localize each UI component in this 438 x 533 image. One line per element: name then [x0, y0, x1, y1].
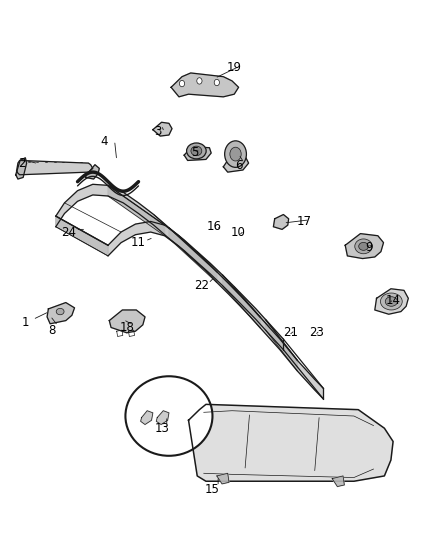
Text: 8: 8 [48, 324, 55, 337]
Polygon shape [108, 185, 165, 236]
Polygon shape [332, 476, 344, 487]
Circle shape [214, 79, 219, 86]
Polygon shape [273, 215, 289, 229]
Polygon shape [265, 319, 297, 371]
Text: 16: 16 [207, 220, 222, 233]
Ellipse shape [125, 376, 212, 456]
Polygon shape [345, 233, 384, 259]
Text: 18: 18 [120, 321, 135, 334]
Text: 6: 6 [235, 159, 242, 172]
Text: 21: 21 [283, 326, 298, 340]
Polygon shape [223, 275, 260, 328]
Ellipse shape [359, 243, 368, 251]
Polygon shape [17, 160, 93, 175]
Circle shape [225, 141, 247, 167]
Polygon shape [141, 411, 153, 424]
Circle shape [230, 147, 241, 161]
Polygon shape [16, 158, 27, 179]
Polygon shape [56, 216, 108, 256]
Polygon shape [153, 122, 172, 136]
Text: 5: 5 [191, 146, 199, 159]
Text: 23: 23 [310, 326, 325, 340]
Polygon shape [217, 473, 229, 484]
Ellipse shape [187, 143, 206, 159]
Text: 4: 4 [100, 135, 107, 148]
Text: 24: 24 [61, 225, 76, 239]
Polygon shape [171, 73, 239, 97]
Text: 22: 22 [194, 279, 209, 292]
Text: 10: 10 [231, 225, 246, 239]
Polygon shape [156, 411, 169, 424]
Circle shape [180, 80, 185, 87]
Polygon shape [56, 184, 283, 350]
Text: 11: 11 [131, 236, 146, 249]
Polygon shape [108, 221, 323, 399]
Polygon shape [110, 310, 145, 333]
Text: 13: 13 [155, 422, 170, 435]
Polygon shape [47, 303, 74, 324]
Text: 15: 15 [205, 483, 220, 496]
Polygon shape [188, 405, 393, 481]
Polygon shape [375, 289, 408, 314]
Text: 3: 3 [154, 125, 162, 138]
Ellipse shape [355, 239, 372, 254]
Text: 19: 19 [227, 61, 242, 74]
Polygon shape [184, 147, 211, 160]
Polygon shape [85, 165, 99, 179]
Ellipse shape [56, 309, 64, 315]
Ellipse shape [385, 297, 397, 306]
Polygon shape [169, 228, 217, 282]
Ellipse shape [191, 146, 202, 156]
Text: 14: 14 [385, 294, 401, 308]
Text: 2: 2 [18, 157, 26, 169]
Text: 17: 17 [297, 215, 311, 228]
Text: 9: 9 [365, 241, 373, 254]
Circle shape [197, 78, 202, 84]
Polygon shape [223, 155, 249, 172]
Text: 1: 1 [21, 316, 29, 329]
Ellipse shape [381, 293, 402, 310]
